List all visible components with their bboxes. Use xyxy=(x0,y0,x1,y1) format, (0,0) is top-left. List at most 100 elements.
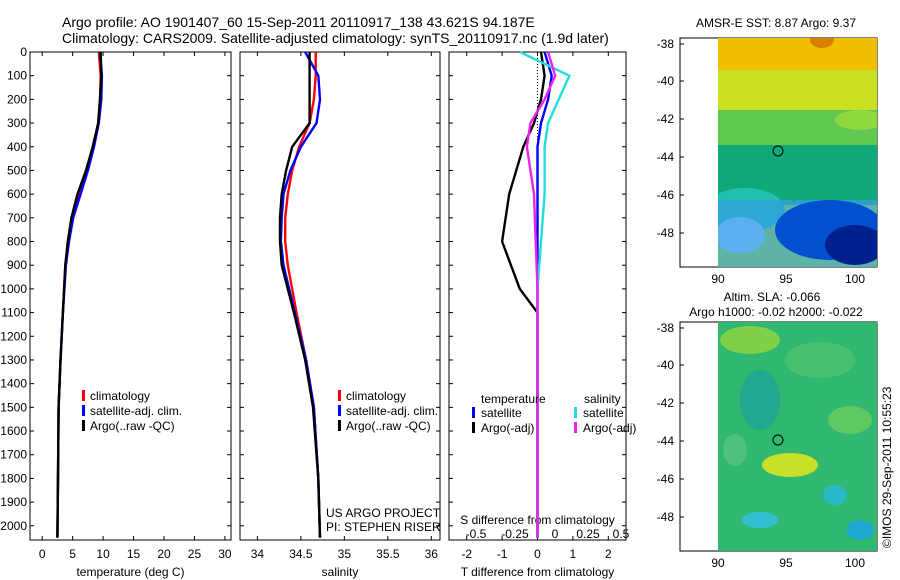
legend-swatch xyxy=(574,422,577,433)
figure-title-line2: Climatology: CARS2009. Satellite-adjuste… xyxy=(62,30,609,46)
depth-tick-label: 800 xyxy=(7,235,27,249)
depth-tick-label: 1000 xyxy=(0,282,27,296)
depth-tick-label: 600 xyxy=(7,187,27,201)
x-tick-label: 30 xyxy=(218,547,232,561)
x-tick-label: 34 xyxy=(251,547,265,561)
depth-tick-label: 700 xyxy=(7,211,27,225)
series-line xyxy=(278,52,322,538)
x-tick-label: 15 xyxy=(127,547,141,561)
legend-swatch xyxy=(574,407,577,418)
sla-map-subtitle: Argo h1000: -0.02 h2000: -0.022 xyxy=(689,305,863,319)
legend-swatch xyxy=(338,405,341,416)
legend-header: salinity xyxy=(584,392,621,406)
legend-label: satellite xyxy=(481,406,522,420)
depth-tick-label: 900 xyxy=(7,258,27,272)
map-y-tick-label: -38 xyxy=(657,321,675,335)
legend-swatch xyxy=(472,422,475,433)
depth-tick-label: 200 xyxy=(7,92,27,106)
map-y-tick-label: -40 xyxy=(657,358,675,372)
x-tick-label-secondary: 0.5 xyxy=(613,527,630,541)
x-tick-label: 2 xyxy=(605,547,612,561)
legend-label: satellite-adj. clim. xyxy=(90,404,182,418)
x-tick-label: -2 xyxy=(461,547,472,561)
map-x-tick-label: 95 xyxy=(779,272,793,286)
series-line xyxy=(525,51,557,538)
depth-tick-label: 500 xyxy=(7,163,27,177)
depth-tick-label: 400 xyxy=(7,140,27,154)
timestamp-stamp: ©IMOS 29-Sep-2011 10:55:23 xyxy=(880,386,894,548)
map-y-tick-label: -46 xyxy=(657,188,675,202)
x-tick-label: -1 xyxy=(497,547,508,561)
map-y-tick-label: -44 xyxy=(657,150,675,164)
depth-tick-label: 300 xyxy=(7,116,27,130)
x-axis-label: salinity xyxy=(322,565,359,579)
map-axes-0: -38 -40 -42 -44 -46 -48 90 95 100 xyxy=(657,37,878,286)
x-axis-label: temperature (deg C) xyxy=(76,565,184,579)
panel-frame xyxy=(29,51,232,541)
depth-tick-label: 1700 xyxy=(0,448,27,462)
legend-label: satellite-adj. clim. xyxy=(346,404,438,418)
depth-tick-label: 1800 xyxy=(0,471,27,485)
legend-swatch xyxy=(472,407,475,418)
depth-tick-label: 1500 xyxy=(0,400,27,414)
figure-title-line1: Argo profile: AO 1901407_60 15-Sep-2011 … xyxy=(62,14,535,30)
map-x-tick-label: 90 xyxy=(711,272,725,286)
legend-label: Argo(..raw -QC) xyxy=(346,419,431,433)
depth-tick-label: 0 xyxy=(20,45,27,59)
depth-tick-label: 100 xyxy=(7,69,27,83)
depth-tick-label: 1100 xyxy=(1,306,27,320)
map-y-tick-label: -42 xyxy=(657,396,675,410)
x-tick-label: 10 xyxy=(96,547,110,561)
legend-swatch xyxy=(82,390,85,401)
map-axes-1: -38 -40 -42 -44 -46 -48 90 95 100 xyxy=(657,321,878,570)
map-x-tick-label: 90 xyxy=(711,556,725,570)
x-tick-label-secondary: -0.5 xyxy=(466,527,487,541)
depth-tick-label: 1200 xyxy=(0,329,27,343)
legend-swatch xyxy=(82,405,85,416)
footer-pi: PI: STEPHEN RISER xyxy=(326,520,441,534)
map-y-tick-label: -48 xyxy=(657,510,675,524)
sst-map-title: AMSR-E SST: 8.87 Argo: 9.37 xyxy=(696,16,856,30)
map-x-tick-label: 100 xyxy=(845,556,865,570)
sla-map-title: Altim. SLA: -0.066 xyxy=(724,290,821,304)
legend-swatch xyxy=(338,420,341,431)
depth-tick-label: 1400 xyxy=(0,377,27,391)
map-y-tick-label: -42 xyxy=(657,112,675,126)
x-tick-label: 0 xyxy=(39,547,46,561)
legend-label: Argo(-adj) xyxy=(583,421,636,435)
x-tick-label: 25 xyxy=(188,547,202,561)
map-y-tick-label: -48 xyxy=(657,226,675,240)
map-x-tick-label: 95 xyxy=(779,556,793,570)
legend-swatch xyxy=(338,390,341,401)
x-tick-label: 35.5 xyxy=(376,547,400,561)
map-x-tick-label: 100 xyxy=(845,272,865,286)
x-tick-label: 35 xyxy=(338,547,352,561)
series-line xyxy=(56,51,103,538)
map-y-tick-label: -44 xyxy=(657,434,675,448)
depth-tick-label: 1600 xyxy=(0,424,27,438)
depth-tick-label: 1300 xyxy=(0,353,27,367)
x-tick-label: 34.5 xyxy=(289,547,313,561)
x-tick-label: 20 xyxy=(157,547,171,561)
footer-project: US ARGO PROJECT xyxy=(326,506,441,520)
map-y-tick-label: -46 xyxy=(657,472,675,486)
legend-label: climatology xyxy=(346,389,406,403)
profile-panel-0: 0100200300400500600700800900100011001200… xyxy=(0,45,232,579)
panel-frame xyxy=(239,51,441,541)
depth-tick-label: 1900 xyxy=(0,495,27,509)
legend-label: Argo(-adj) xyxy=(481,421,534,435)
sla-map xyxy=(718,322,877,551)
x-tick-label: 36 xyxy=(425,547,439,561)
legend-label: climatology xyxy=(90,389,150,403)
sst-map xyxy=(718,38,877,267)
map-y-tick-label: -40 xyxy=(657,74,675,88)
legend-swatch xyxy=(82,420,85,431)
map-y-tick-label: -38 xyxy=(657,37,675,51)
legend-header: temperature xyxy=(481,392,546,406)
x-tick-label: 1 xyxy=(570,547,577,561)
x-tick-label-secondary: 0 xyxy=(552,527,559,541)
x-axis-label: T difference from climatology xyxy=(461,565,615,579)
depth-tick-label: 2000 xyxy=(0,519,27,533)
